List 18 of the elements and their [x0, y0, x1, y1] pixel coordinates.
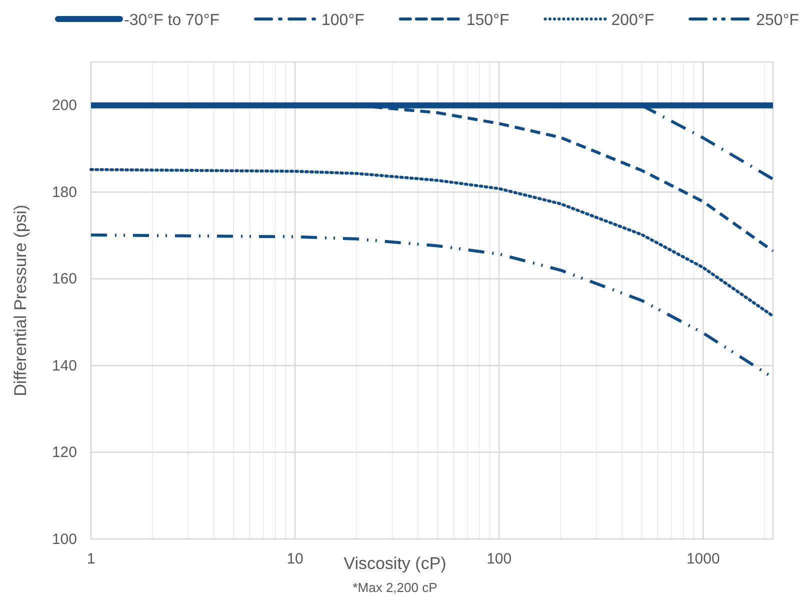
- legend-label: 250°F: [756, 12, 800, 29]
- y-tick-label: 120: [52, 444, 77, 462]
- y-tick-label: 180: [52, 184, 77, 201]
- legend-label: 150°F: [466, 12, 510, 29]
- y-tick-label: 200: [52, 97, 77, 114]
- y-tick-label: 140: [52, 357, 77, 374]
- y-axis-title: Differential Pressure (psi): [11, 204, 30, 396]
- legend-label: -30°F to 70°F: [124, 12, 220, 29]
- x-tick-label: 10: [286, 550, 304, 568]
- x-axis-title: Viscosity (cP): [344, 554, 446, 573]
- y-tick-label: 100: [52, 530, 77, 548]
- x-tick-label: 1000: [686, 550, 720, 568]
- x-tick-label: 1: [86, 550, 96, 568]
- legend-label: 200°F: [611, 12, 654, 29]
- legend-label: 100°F: [322, 12, 365, 29]
- y-tick-label: 160: [52, 270, 77, 288]
- x-tick-label: 100: [486, 550, 512, 568]
- text: *Max 2,200 cP: [352, 580, 438, 595]
